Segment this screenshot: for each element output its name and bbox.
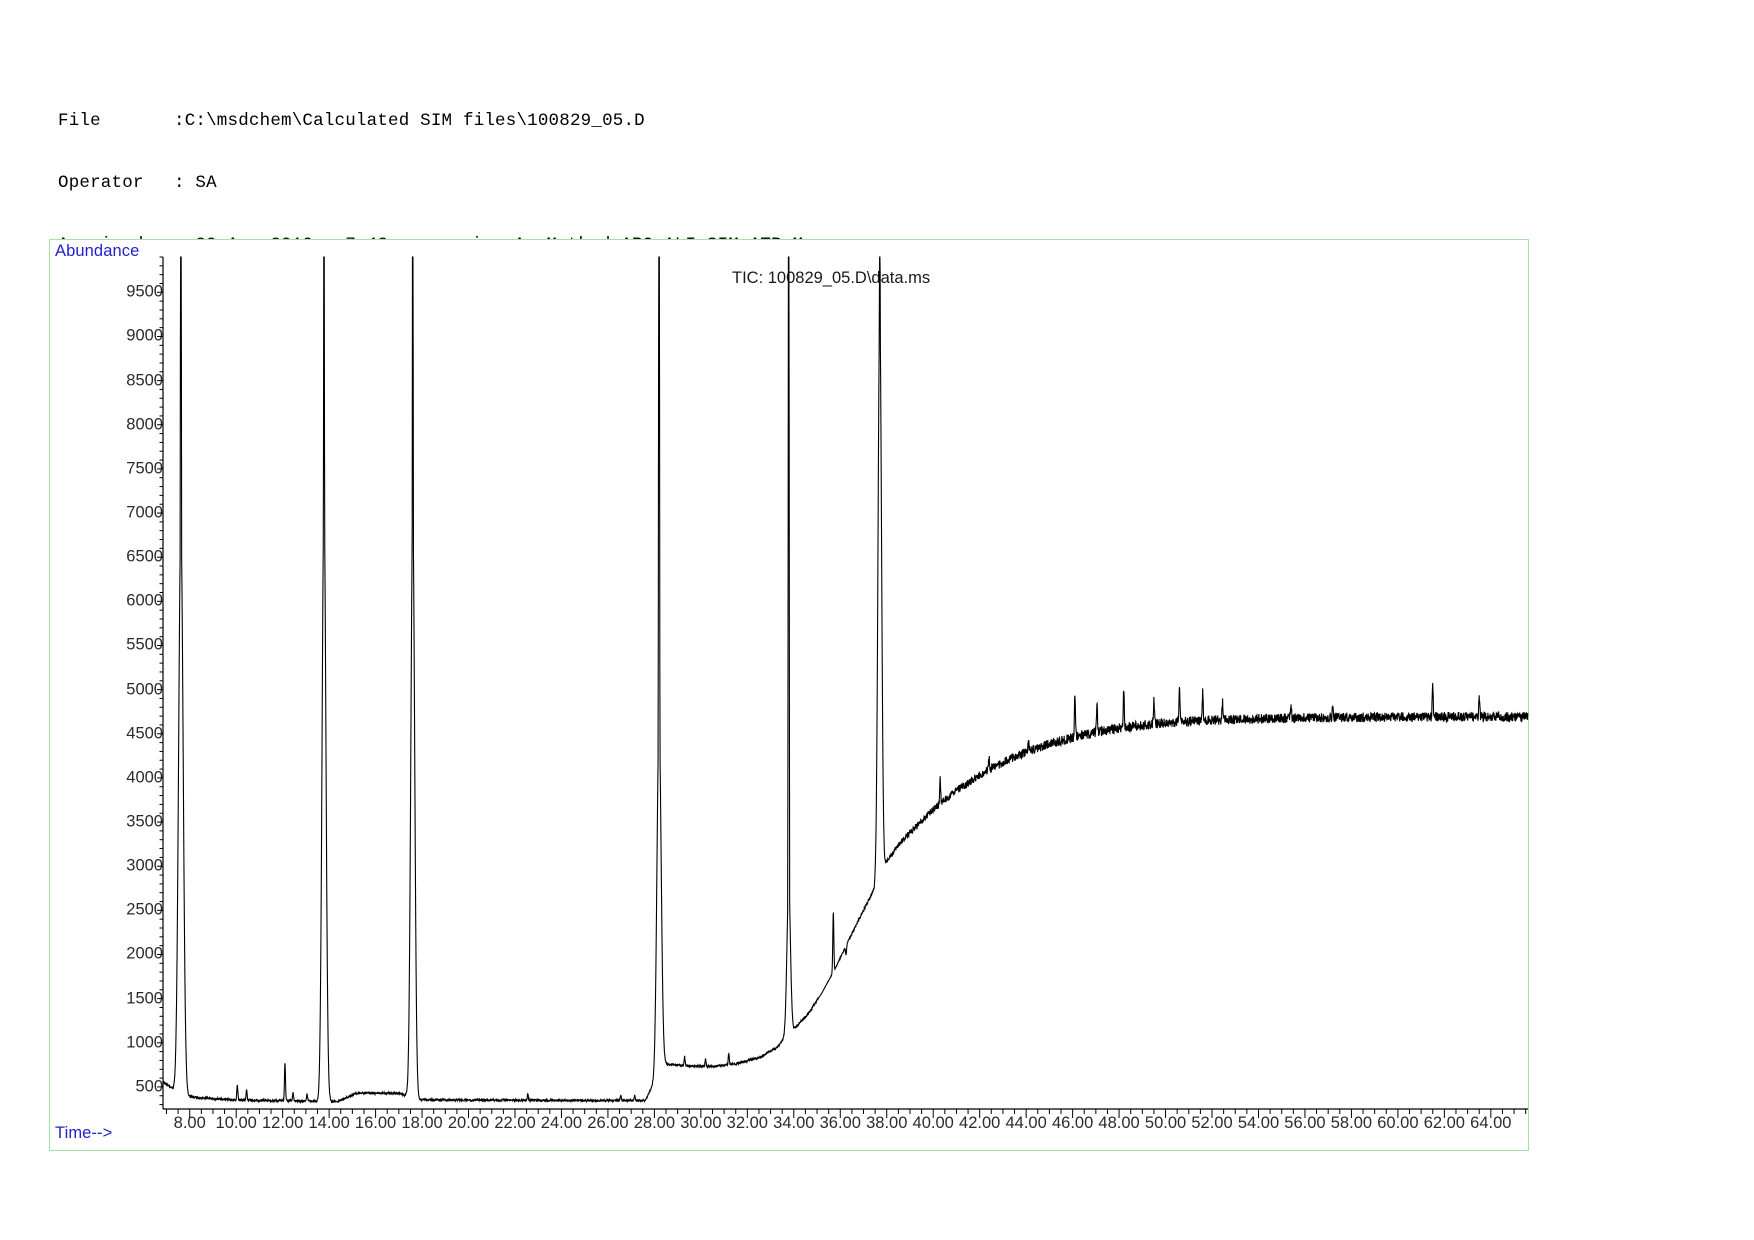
- metadata-sep-file: :: [174, 111, 185, 132]
- metadata-row-operator: Operator: SA: [58, 173, 803, 194]
- x-tick-label: 52.00: [1191, 1114, 1233, 1132]
- y-tick-label: 3500: [126, 812, 163, 831]
- x-tick-label: 44.00: [1005, 1114, 1047, 1132]
- x-tick-label: 32.00: [726, 1114, 768, 1132]
- y-tick-label: 1500: [126, 989, 163, 1008]
- chromatogram-plot-frame: Abundance TIC: 100829_05.D\data.ms Time-…: [49, 239, 1529, 1151]
- x-tick-label: 38.00: [866, 1114, 908, 1132]
- x-tick-label: 14.00: [308, 1114, 350, 1132]
- y-tick-label: 9500: [126, 282, 163, 301]
- x-tick-label: 50.00: [1144, 1114, 1187, 1132]
- y-tick-label: 2500: [126, 900, 163, 919]
- y-tick-label: 8000: [126, 415, 163, 434]
- y-tick-label: 8500: [126, 371, 163, 390]
- metadata-value-file: C:\msdchem\Calculated SIM files\100829_0…: [184, 111, 645, 132]
- x-tick-label: 54.00: [1237, 1114, 1280, 1132]
- metadata-value-operator: SA: [184, 172, 217, 193]
- x-axis-tick-labels: 8.00 10.00 12.00 14.00 16.00 18.00 20.00 22.00 2…: [50, 240, 1530, 1152]
- x-tick-label: 16.00: [354, 1114, 397, 1132]
- metadata-label-operator: Operator: [58, 172, 144, 193]
- y-tick-label: 6000: [126, 591, 163, 610]
- y-axis-tick-labels: 500 1000 1500 2000 2500 3000 3500 4000 4500 5000 5…: [50, 240, 163, 1152]
- y-tick-label: 5000: [126, 680, 163, 699]
- x-tick-label: 30.00: [680, 1114, 722, 1132]
- x-tick-label: 28.00: [633, 1114, 676, 1132]
- chromatogram-trace-svg: [157, 256, 1529, 1118]
- y-tick-label: 2000: [126, 944, 163, 963]
- y-tick-label: 3000: [126, 856, 163, 875]
- x-tick-label: 22.00: [494, 1114, 536, 1132]
- y-tick-label: 5500: [126, 635, 163, 654]
- y-tick-label: 4000: [126, 768, 163, 787]
- x-tick-label: 60.00: [1377, 1114, 1419, 1132]
- x-tick-label: 34.00: [773, 1114, 815, 1132]
- y-tick-label: 500: [135, 1077, 163, 1096]
- x-tick-label: 36.00: [819, 1114, 861, 1132]
- metadata-sep-operator: :: [174, 172, 185, 193]
- y-tick-label: 9000: [126, 326, 163, 345]
- x-tick-label: 56.00: [1284, 1114, 1326, 1132]
- x-axis-title: Time-->: [55, 1124, 113, 1142]
- y-tick-label: 7500: [126, 459, 163, 478]
- x-tick-label: 58.00: [1330, 1114, 1373, 1132]
- x-tick-label: 8.00: [173, 1114, 206, 1132]
- x-tick-label: 12.00: [261, 1114, 304, 1132]
- x-tick-label: 24.00: [540, 1114, 583, 1132]
- x-tick-label: 20.00: [447, 1114, 490, 1132]
- x-tick-label: 26.00: [587, 1114, 629, 1132]
- y-tick-label: 1000: [126, 1033, 163, 1052]
- x-tick-label: 42.00: [959, 1114, 1001, 1132]
- metadata-row-file: File:C:\msdchem\Calculated SIM files\100…: [58, 111, 803, 132]
- x-tick-label: 62.00: [1423, 1114, 1465, 1132]
- x-tick-label: 40.00: [912, 1114, 954, 1132]
- y-tick-label: 4500: [126, 724, 163, 743]
- x-tick-label: 64.00: [1470, 1114, 1512, 1132]
- x-tick-label: 46.00: [1051, 1114, 1094, 1132]
- metadata-label-file: File: [58, 111, 101, 132]
- x-tick-label: 18.00: [401, 1114, 443, 1132]
- x-tick-label: 10.00: [215, 1114, 257, 1132]
- y-tick-label: 7000: [126, 503, 163, 522]
- x-tick-label: 48.00: [1098, 1114, 1140, 1132]
- y-tick-label: 6500: [126, 547, 163, 566]
- y-axis-title: Abundance: [55, 242, 140, 260]
- tic-trace-line: [162, 256, 1529, 1104]
